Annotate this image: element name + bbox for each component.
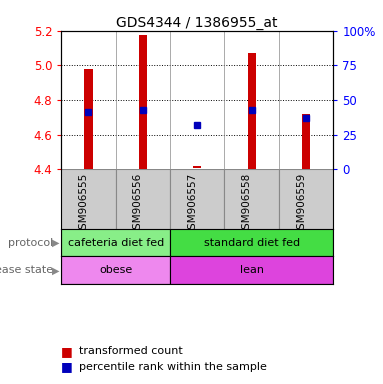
Text: standard diet fed: standard diet fed — [204, 238, 300, 248]
Bar — [170, 257, 333, 284]
Text: disease state: disease state — [0, 265, 54, 275]
Text: obese: obese — [99, 265, 132, 275]
Text: transformed count: transformed count — [79, 346, 182, 356]
Bar — [247, 53, 256, 169]
Text: GSM906558: GSM906558 — [242, 172, 252, 235]
Text: GSM906559: GSM906559 — [296, 172, 306, 235]
Text: cafeteria diet fed: cafeteria diet fed — [67, 238, 164, 248]
Text: lean: lean — [240, 265, 264, 275]
Bar — [116, 169, 170, 229]
Bar — [61, 257, 170, 284]
Bar — [170, 169, 224, 229]
Text: ■: ■ — [61, 345, 73, 358]
Text: ▶: ▶ — [52, 265, 59, 275]
Bar — [139, 35, 147, 169]
Text: ▶: ▶ — [52, 238, 59, 248]
Bar — [302, 114, 310, 169]
Bar — [84, 69, 93, 169]
Bar — [170, 229, 333, 257]
Text: GSM906555: GSM906555 — [79, 172, 88, 235]
Bar — [193, 166, 201, 167]
Text: GSM906556: GSM906556 — [133, 172, 143, 235]
Bar — [224, 169, 279, 229]
Text: percentile rank within the sample: percentile rank within the sample — [79, 362, 267, 372]
Text: GSM906557: GSM906557 — [187, 172, 197, 235]
Bar — [279, 169, 333, 229]
Title: GDS4344 / 1386955_at: GDS4344 / 1386955_at — [116, 16, 278, 30]
Text: protocol: protocol — [8, 238, 54, 248]
Bar — [61, 169, 116, 229]
Bar — [61, 229, 170, 257]
Text: ■: ■ — [61, 360, 73, 373]
